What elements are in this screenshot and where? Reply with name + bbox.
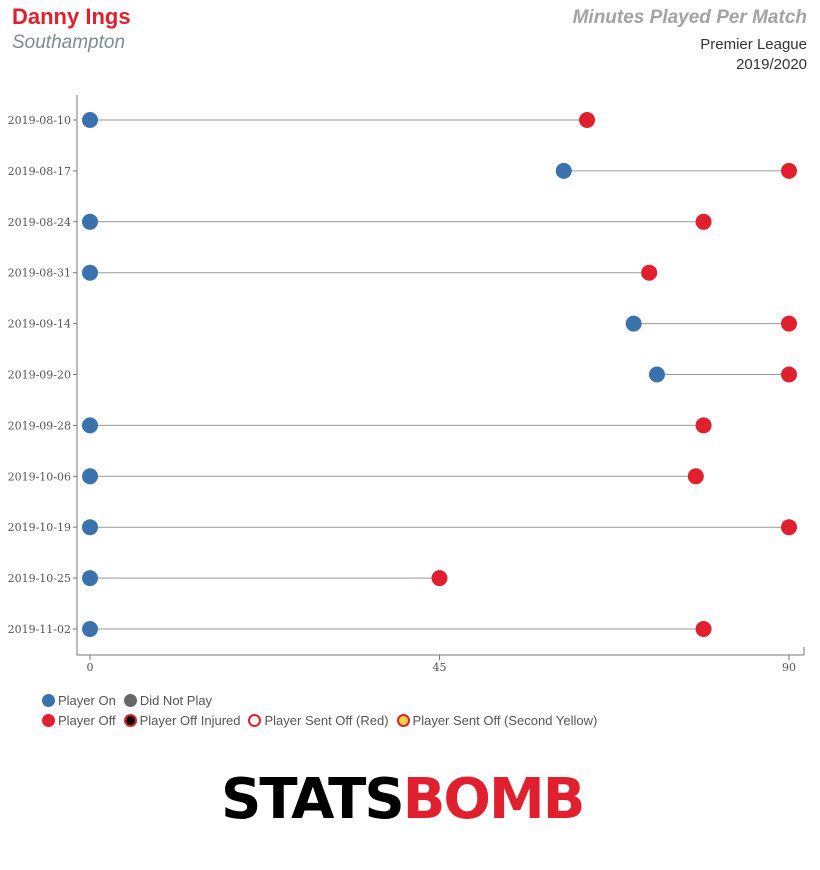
player-off-point bbox=[579, 112, 596, 128]
sent-off-yellow-marker bbox=[396, 713, 410, 727]
competition-label: Premier League bbox=[700, 36, 807, 53]
player-on-point bbox=[82, 417, 98, 434]
player-on-point bbox=[82, 621, 98, 637]
player-on-point bbox=[82, 213, 98, 230]
player-off-injured-marker bbox=[123, 713, 137, 727]
minutes-chart: 0 45 90 2019-08-10 2019-08-17 2019-08-24 2019-… bbox=[8, 95, 805, 674]
y-tick-label: 2019-09-28 bbox=[8, 419, 71, 432]
player-on-point bbox=[625, 315, 642, 332]
player-off-point bbox=[781, 519, 797, 536]
legend-row-1: Player On Did Not Play bbox=[42, 690, 605, 710]
legend-label: Did Not Play bbox=[139, 692, 213, 708]
legend-item-player-off: Player Off bbox=[42, 713, 116, 728]
logo-part-bomb: BOMB bbox=[402, 767, 586, 832]
player-off-point bbox=[781, 315, 797, 332]
y-tick-label: 2019-08-10 bbox=[8, 114, 71, 127]
statsbomb-logo: STATSBOMB bbox=[221, 772, 585, 828]
legend-row-2: Player Off Player Off Injured Player Sen… bbox=[42, 710, 605, 730]
player-off-point bbox=[695, 213, 712, 230]
player-on-marker bbox=[42, 693, 55, 707]
x-tick-label: 45 bbox=[433, 661, 447, 674]
legend-item-sent-off-yellow: Player Sent Off (Second Yellow) bbox=[396, 712, 598, 728]
player-off-point bbox=[687, 468, 704, 485]
y-tick-label: 2019-10-06 bbox=[8, 470, 71, 483]
player-on-point bbox=[82, 468, 98, 485]
player-off-point bbox=[781, 162, 797, 179]
legend-label: Player On bbox=[58, 692, 116, 708]
legend-label: Player Sent Off (Second Yellow) bbox=[412, 712, 598, 728]
x-tick-label: 90 bbox=[782, 661, 796, 674]
y-tick-label: 2019-09-14 bbox=[8, 318, 71, 331]
legend: Player On Did Not Play Player Off Player… bbox=[42, 690, 605, 730]
sent-off-red-marker bbox=[248, 713, 262, 727]
data-rows bbox=[82, 112, 797, 637]
player-on-point bbox=[82, 570, 98, 587]
player-off-marker bbox=[42, 713, 55, 727]
y-tick-label: 2019-09-20 bbox=[8, 369, 71, 382]
player-name: Danny Ings bbox=[12, 4, 131, 29]
y-tick-label: 2019-11-02 bbox=[8, 623, 71, 636]
player-on-point bbox=[82, 264, 98, 281]
did-not-play-marker bbox=[123, 693, 137, 707]
y-tick-label: 2019-08-31 bbox=[8, 267, 71, 280]
legend-label: Player Off bbox=[58, 712, 116, 728]
player-on-point bbox=[648, 366, 665, 383]
legend-item-sent-off-red: Player Sent Off (Red) bbox=[248, 712, 389, 728]
player-off-point bbox=[695, 621, 712, 637]
legend-label: Player Off Injured bbox=[139, 712, 241, 728]
player-off-point bbox=[781, 366, 797, 383]
player-off-point bbox=[641, 264, 658, 281]
player-on-point bbox=[82, 519, 98, 536]
y-tick-label: 2019-08-17 bbox=[8, 165, 71, 178]
season-label: 2019/2020 bbox=[736, 56, 807, 73]
y-tick-label: 2019-10-19 bbox=[8, 521, 71, 534]
team-name: Southampton bbox=[12, 32, 126, 53]
chart-title: Minutes Played Per Match bbox=[572, 7, 807, 28]
legend-item-did-not-play: Did Not Play bbox=[123, 692, 213, 708]
player-on-point bbox=[82, 112, 98, 128]
legend-item-player-on: Player On bbox=[42, 693, 116, 708]
axes: 0 45 90 2019-08-10 2019-08-17 2019-08-24 2019-… bbox=[8, 95, 805, 674]
y-tick-label: 2019-08-24 bbox=[8, 216, 71, 229]
legend-label: Player Sent Off (Red) bbox=[264, 712, 389, 728]
y-tick-label: 2019-10-25 bbox=[8, 572, 71, 585]
x-tick-label: 0 bbox=[87, 661, 94, 674]
player-off-point bbox=[431, 570, 448, 587]
legend-item-player-off-injured: Player Off Injured bbox=[123, 712, 241, 728]
player-off-point bbox=[695, 417, 712, 434]
player-on-point bbox=[555, 162, 572, 179]
logo-part-stats: STATS bbox=[221, 767, 405, 832]
